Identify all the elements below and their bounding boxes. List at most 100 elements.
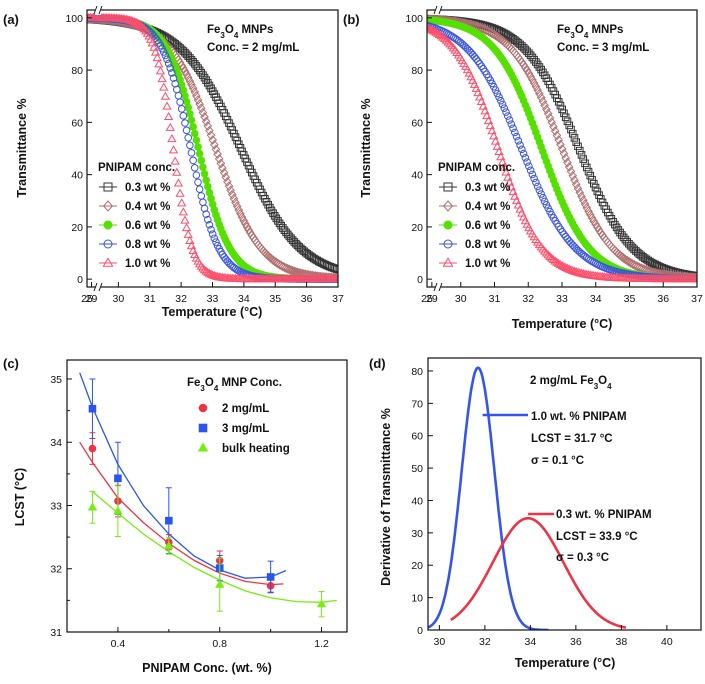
data-point	[195, 185, 204, 194]
y-tick-label: 30	[411, 528, 423, 540]
data-point	[554, 258, 564, 267]
legend-marker-0-3-wt	[103, 182, 113, 192]
data-point	[566, 166, 576, 177]
data-point	[219, 167, 229, 178]
data-point	[501, 167, 511, 176]
data-point	[525, 162, 533, 170]
data-point	[556, 101, 565, 110]
data-point	[489, 131, 499, 140]
data-point	[543, 108, 553, 119]
data-point	[550, 126, 560, 136]
x-tick-label: 29	[426, 293, 438, 305]
data-point	[177, 105, 186, 113]
data-point	[427, 23, 434, 32]
x-tick-label: 30	[434, 636, 446, 648]
data-point	[521, 153, 530, 162]
data-point	[503, 172, 513, 181]
data-point	[539, 193, 547, 202]
annotation-0-3-wt-sigma: σ = 0.3 °C	[556, 552, 609, 564]
series-1-0-wt	[87, 12, 338, 283]
series-0-8-wt	[87, 14, 338, 283]
y-tick-label: 0	[417, 625, 423, 637]
y-tick-label: 20	[411, 560, 423, 572]
annotation-1-0-wt-lcst: LCST = 31.7 °C	[531, 433, 613, 445]
axis-break-mark	[98, 282, 103, 292]
data-point	[556, 139, 565, 150]
y-tick-label: 0	[417, 274, 423, 286]
data-point	[179, 63, 188, 74]
data-point	[165, 122, 175, 131]
x-tick-label: 35	[269, 293, 281, 305]
data-point	[547, 117, 556, 128]
x-tick-label: 29	[86, 293, 98, 305]
data-point	[575, 187, 585, 198]
data-point	[579, 155, 588, 163]
data-point	[499, 162, 509, 171]
panel-d-label: (d)	[369, 356, 386, 371]
panel-c-legend: 2 mg/mL 3 mg/mL bulk heating	[197, 403, 290, 455]
data-point	[549, 121, 558, 132]
data-point	[443, 37, 453, 46]
y-tick-label: 40	[411, 170, 423, 182]
data-point	[552, 130, 562, 141]
legend-label-1-0-wt: 1.0 wt %	[465, 258, 510, 270]
data-point	[573, 183, 583, 194]
panel-c-ticks: 0.4 0.8 1.2 31 32 33 34 35	[50, 374, 329, 650]
data-point	[541, 248, 552, 257]
data-point	[152, 53, 162, 62]
data-point	[175, 57, 185, 68]
data-point	[514, 137, 523, 145]
data-point	[538, 244, 548, 253]
data-point	[203, 182, 212, 191]
panel-a-label: (a)	[3, 12, 19, 27]
data-point	[509, 124, 517, 133]
panel-b-xlabel: Temperature (°C)	[512, 317, 613, 331]
data-point	[495, 93, 503, 101]
fit-3-mg-ml	[79, 372, 287, 579]
data-point	[561, 262, 571, 271]
y-tick-label: 70	[411, 398, 423, 410]
data-point	[557, 260, 567, 270]
data-point	[114, 474, 122, 483]
data-point	[164, 541, 174, 550]
data-point	[536, 92, 546, 103]
y-tick-label: 60	[411, 117, 423, 129]
data-point	[236, 208, 245, 219]
data-point	[571, 179, 581, 190]
data-point	[589, 179, 598, 188]
data-point	[183, 72, 193, 83]
axis-break-mark	[438, 5, 443, 15]
data-point	[332, 265, 338, 273]
data-point	[239, 215, 248, 226]
data-point	[178, 207, 188, 216]
data-point	[87, 502, 98, 511]
data-point	[195, 149, 204, 158]
legend-label-0-6-wt: 0.6 wt %	[125, 220, 170, 232]
y-tick-label: 80	[411, 366, 423, 378]
data-point	[113, 506, 123, 515]
data-point	[554, 135, 563, 145]
data-point	[199, 163, 207, 171]
data-point	[227, 189, 237, 200]
panel-a-series-layer	[87, 12, 338, 283]
data-point	[502, 108, 510, 116]
data-point	[211, 144, 221, 155]
data-point	[214, 153, 224, 164]
panel-a-xlabel: Temperature (°C)	[162, 305, 263, 319]
legend-label-0-8-wt: 0.8 wt %	[125, 239, 170, 251]
data-point	[163, 55, 171, 64]
data-point	[174, 55, 183, 65]
legend-marker-2-mg-ml	[198, 403, 208, 413]
y-tick-label: 80	[71, 65, 83, 77]
data-point	[537, 190, 545, 198]
panel-d: (d) 30 32 34 36 38 40 0 10 20 30 40 50 60 70 80 2 mg/m…	[369, 356, 702, 670]
legend-marker-0-3-wt	[443, 182, 453, 192]
data-point	[172, 167, 182, 176]
data-point	[521, 62, 530, 73]
data-point	[427, 25, 437, 34]
data-point	[431, 27, 441, 36]
data-point	[550, 256, 560, 265]
data-point	[160, 91, 171, 100]
data-point	[575, 146, 584, 155]
